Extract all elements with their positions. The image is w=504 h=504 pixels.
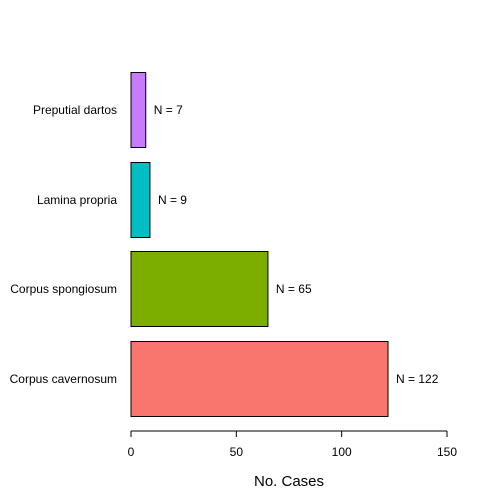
category-label-lamina-propria: Lamina propria bbox=[37, 193, 117, 207]
x-tick-label: 150 bbox=[437, 445, 457, 459]
value-labels: N = 122 N = 65 N = 9 N = 7 bbox=[154, 103, 439, 386]
value-label-preputial-dartos: N = 7 bbox=[154, 103, 183, 117]
x-axis: 0 50 100 150 bbox=[128, 430, 457, 459]
value-label-lamina-propria: N = 9 bbox=[158, 193, 187, 207]
x-tick-label: 50 bbox=[230, 445, 244, 459]
bar-corpus-cavernosum bbox=[130, 341, 389, 417]
value-label-corpus-cavernosum: N = 122 bbox=[396, 372, 439, 386]
value-label-corpus-spongiosum: N = 65 bbox=[276, 282, 312, 296]
category-label-corpus-cavernosum: Corpus cavernosum bbox=[10, 372, 117, 386]
x-tick-label: 100 bbox=[332, 445, 352, 459]
bars bbox=[130, 72, 389, 417]
x-ticks: 0 50 100 150 bbox=[128, 431, 457, 459]
x-axis-title: No. Cases bbox=[254, 473, 324, 490]
category-label-preputial-dartos: Preputial dartos bbox=[33, 103, 117, 117]
x-tick-label: 0 bbox=[128, 445, 135, 459]
category-labels: Corpus cavernosum Corpus spongiosum Lamina… bbox=[10, 103, 118, 386]
bar-corpus-spongiosum bbox=[130, 251, 269, 327]
bar-preputial-dartos bbox=[130, 72, 147, 148]
bar-lamina-propria bbox=[130, 162, 151, 238]
category-label-corpus-spongiosum: Corpus spongiosum bbox=[10, 282, 117, 296]
